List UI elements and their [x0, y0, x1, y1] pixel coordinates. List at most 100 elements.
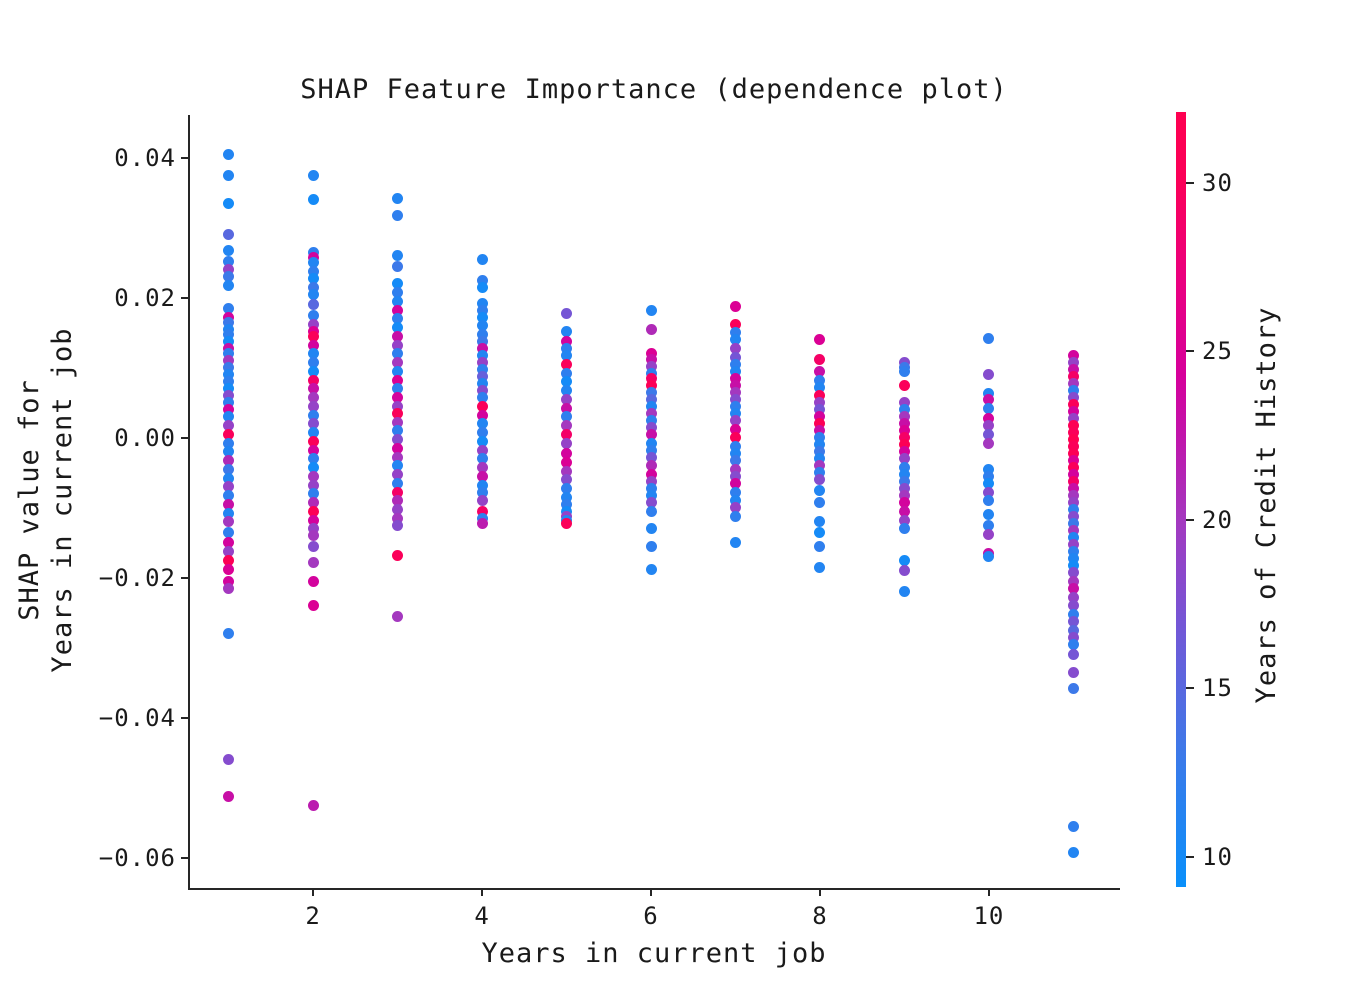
scatter-point	[476, 311, 488, 323]
scatter-point	[983, 463, 995, 475]
scatter-point	[307, 453, 319, 465]
scatter-point	[223, 369, 235, 381]
scatter-point	[1067, 384, 1079, 396]
scatter-point	[392, 374, 404, 386]
scatter-point	[392, 192, 404, 204]
y-axis-label: SHAP value for Years in current job	[13, 90, 79, 910]
scatter-point	[814, 526, 826, 538]
scatter-point	[898, 404, 910, 416]
scatter-point	[307, 169, 319, 181]
scatter-point	[730, 454, 741, 466]
scatter-point	[561, 482, 573, 494]
scatter-point	[898, 411, 910, 423]
scatter-point	[1067, 575, 1079, 587]
scatter-point	[1067, 600, 1079, 612]
scatter-point	[392, 477, 404, 489]
scatter-point	[223, 446, 235, 458]
scatter-point	[392, 400, 404, 412]
scatter-point	[561, 456, 573, 468]
scatter-point	[223, 575, 235, 587]
scatter-point	[561, 335, 573, 347]
scatter-point	[476, 320, 488, 332]
scatter-point	[392, 549, 404, 561]
scatter-point	[814, 496, 826, 508]
scatter-point	[223, 271, 235, 283]
scatter-point	[561, 411, 573, 423]
scatter-point	[1067, 426, 1079, 438]
scatter-point	[1067, 559, 1079, 571]
scatter-point	[307, 461, 319, 473]
scatter-point	[1067, 624, 1079, 636]
scatter-point	[561, 349, 573, 361]
scatter-point	[392, 348, 404, 360]
scatter-point	[476, 253, 488, 265]
scatter-point	[898, 365, 910, 377]
x-tick-mark	[312, 888, 315, 896]
colorbar-tick-label: 10	[1202, 842, 1233, 871]
scatter-point	[1067, 510, 1079, 522]
scatter-point	[814, 353, 826, 365]
scatter-point	[814, 467, 826, 479]
scatter-point	[476, 505, 488, 517]
scatter-point	[307, 418, 319, 430]
scatter-point	[476, 391, 488, 403]
scatter-point	[223, 472, 235, 484]
scatter-point	[645, 523, 657, 535]
scatter-point	[223, 255, 235, 267]
scatter-point	[476, 328, 488, 340]
x-tick-label: 6	[643, 902, 659, 930]
y-tick-label: −0.06	[98, 843, 176, 872]
scatter-point	[307, 365, 319, 377]
scatter-point	[898, 425, 910, 437]
scatter-point	[476, 479, 488, 491]
scatter-point	[1067, 538, 1079, 550]
scatter-point	[307, 318, 319, 330]
scatter-point	[476, 281, 488, 293]
scatter-point	[307, 374, 319, 386]
scatter-point	[561, 376, 573, 388]
scatter-point	[814, 365, 826, 377]
scatter-point	[1067, 461, 1079, 473]
scatter-point	[814, 474, 826, 486]
scatter-point	[223, 481, 235, 493]
scatter-point	[223, 754, 235, 766]
scatter-point	[307, 600, 319, 612]
scatter-point	[1067, 517, 1079, 529]
scatter-point	[730, 447, 741, 459]
scatter-point	[1067, 608, 1079, 620]
scatter-point	[476, 297, 488, 309]
scatter-point	[1067, 454, 1079, 466]
scatter-point	[307, 426, 319, 438]
scatter-point	[1067, 666, 1079, 678]
scatter-point	[561, 437, 573, 449]
scatter-point	[814, 460, 826, 472]
scatter-point	[898, 496, 910, 508]
scatter-point	[730, 537, 741, 549]
scatter-point	[898, 554, 910, 566]
scatter-point	[476, 274, 488, 286]
scatter-point	[645, 496, 657, 508]
scatter-point	[814, 432, 826, 444]
scatter-point	[307, 330, 319, 342]
scatter-point	[223, 526, 235, 538]
scatter-point	[307, 505, 319, 517]
scatter-point	[223, 489, 235, 501]
scatter-point	[983, 486, 995, 498]
scatter-point	[814, 453, 826, 465]
colorbar-tick-label: 15	[1202, 674, 1233, 703]
scatter-point	[476, 363, 488, 375]
scatter-point	[1067, 649, 1079, 661]
y-tick-label: −0.02	[98, 563, 176, 592]
scatter-point	[898, 453, 910, 465]
scatter-point	[223, 390, 235, 402]
y-tick-label: 0.04	[114, 143, 176, 172]
scatter-point	[561, 342, 573, 354]
scatter-point	[898, 475, 910, 487]
scatter-point	[983, 519, 995, 531]
scatter-point	[645, 468, 657, 480]
scatter-point	[476, 426, 488, 438]
scatter-point	[1067, 591, 1079, 603]
scatter-point	[1067, 631, 1079, 643]
scatter-point	[561, 402, 573, 414]
colorbar-label: Years of Credit History	[1251, 306, 1282, 704]
